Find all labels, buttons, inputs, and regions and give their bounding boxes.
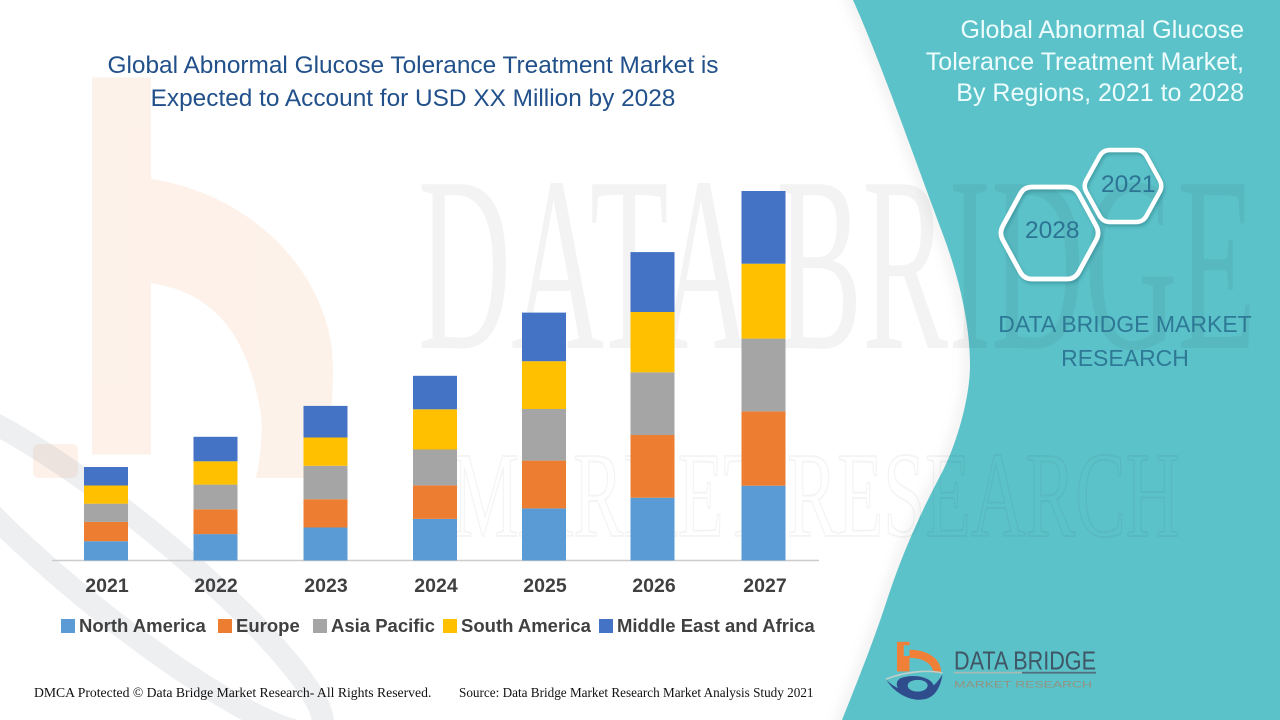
svg-text:MARKET RESEARCH: MARKET RESEARCH (452, 428, 1180, 563)
svg-text:MARKET RESEARCH: MARKET RESEARCH (954, 680, 1092, 691)
svg-text:DATA BRIDGE: DATA BRIDGE (954, 646, 1096, 676)
